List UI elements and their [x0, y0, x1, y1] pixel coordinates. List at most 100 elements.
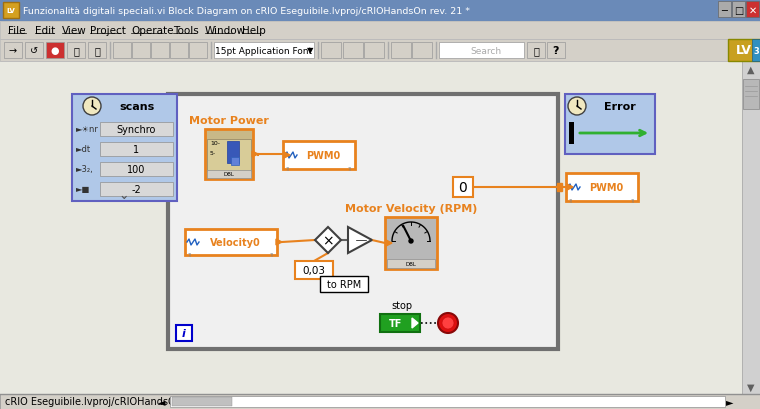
FancyBboxPatch shape: [100, 123, 173, 137]
FancyBboxPatch shape: [391, 43, 411, 59]
FancyBboxPatch shape: [207, 171, 251, 179]
Text: cRIO Eseguibile.lvproj/cRIOHandsOn: cRIO Eseguibile.lvproj/cRIOHandsOn: [5, 396, 182, 406]
Polygon shape: [412, 318, 418, 328]
FancyBboxPatch shape: [176, 325, 192, 341]
Text: 5-: 5-: [210, 151, 216, 156]
Text: Project: Project: [90, 26, 125, 36]
FancyBboxPatch shape: [569, 123, 574, 145]
FancyBboxPatch shape: [0, 394, 760, 409]
Text: i: i: [182, 328, 186, 338]
Text: Edit: Edit: [35, 26, 55, 36]
Circle shape: [442, 317, 454, 329]
Text: PWM0: PWM0: [306, 151, 340, 161]
FancyBboxPatch shape: [0, 40, 760, 62]
FancyBboxPatch shape: [742, 62, 760, 394]
Text: ↺: ↺: [30, 46, 38, 56]
Polygon shape: [276, 239, 282, 245]
FancyBboxPatch shape: [732, 2, 745, 18]
FancyBboxPatch shape: [25, 43, 43, 59]
FancyBboxPatch shape: [172, 397, 232, 406]
Text: ►3₂,: ►3₂,: [76, 165, 93, 174]
FancyBboxPatch shape: [439, 43, 524, 59]
Polygon shape: [284, 153, 290, 159]
Text: Operate: Operate: [131, 26, 174, 36]
FancyBboxPatch shape: [100, 182, 173, 196]
FancyBboxPatch shape: [743, 80, 759, 110]
FancyBboxPatch shape: [718, 2, 731, 18]
FancyBboxPatch shape: [88, 43, 106, 59]
Circle shape: [409, 239, 413, 243]
Text: □: □: [734, 6, 743, 16]
Text: ?: ?: [553, 46, 559, 56]
FancyBboxPatch shape: [231, 157, 239, 166]
FancyBboxPatch shape: [557, 184, 562, 191]
FancyBboxPatch shape: [113, 43, 131, 59]
FancyBboxPatch shape: [565, 95, 655, 155]
FancyBboxPatch shape: [321, 43, 341, 59]
Text: ?!: ?!: [286, 166, 290, 172]
FancyBboxPatch shape: [205, 130, 253, 180]
FancyBboxPatch shape: [214, 43, 314, 59]
Text: TF: TF: [389, 318, 403, 328]
FancyBboxPatch shape: [132, 43, 150, 59]
FancyBboxPatch shape: [320, 276, 368, 292]
Text: ?!: ?!: [188, 252, 192, 257]
FancyBboxPatch shape: [527, 43, 545, 59]
Text: Error: Error: [604, 102, 636, 112]
FancyBboxPatch shape: [227, 142, 239, 164]
FancyBboxPatch shape: [746, 2, 759, 18]
Text: ✕: ✕: [749, 6, 756, 16]
Text: scans: scans: [119, 102, 154, 112]
Text: ►☀nr: ►☀nr: [76, 125, 99, 134]
Text: DBL: DBL: [223, 172, 234, 177]
Text: Velocity0: Velocity0: [210, 237, 261, 247]
Polygon shape: [252, 152, 258, 157]
FancyBboxPatch shape: [0, 0, 760, 22]
Polygon shape: [315, 227, 341, 254]
FancyBboxPatch shape: [295, 261, 333, 279]
Text: ◄: ◄: [158, 396, 166, 406]
Text: Tools: Tools: [173, 26, 198, 36]
FancyBboxPatch shape: [728, 40, 760, 62]
FancyBboxPatch shape: [752, 40, 760, 62]
Text: 0: 0: [458, 180, 467, 195]
Polygon shape: [348, 227, 372, 254]
Text: 3: 3: [753, 46, 759, 55]
FancyBboxPatch shape: [72, 95, 177, 202]
Text: 🔍: 🔍: [533, 46, 539, 56]
FancyBboxPatch shape: [100, 143, 173, 157]
Text: →: →: [9, 46, 17, 56]
Polygon shape: [386, 240, 392, 246]
Text: ▼: ▼: [747, 382, 755, 392]
Text: Synchro: Synchro: [117, 125, 157, 135]
FancyBboxPatch shape: [207, 139, 251, 172]
FancyBboxPatch shape: [151, 43, 169, 59]
FancyBboxPatch shape: [387, 259, 435, 268]
Text: ▼: ▼: [307, 46, 313, 55]
Text: ?!: ?!: [347, 166, 352, 172]
FancyBboxPatch shape: [4, 43, 22, 59]
Text: DBL: DBL: [406, 261, 416, 266]
Text: ⏸: ⏸: [73, 46, 79, 56]
Text: Motor Power: Motor Power: [189, 116, 269, 126]
FancyBboxPatch shape: [170, 43, 188, 59]
Text: ?!: ?!: [269, 252, 274, 257]
Text: ▲: ▲: [747, 65, 755, 75]
Text: LV: LV: [7, 8, 15, 14]
FancyBboxPatch shape: [46, 43, 64, 59]
Circle shape: [438, 313, 458, 333]
FancyBboxPatch shape: [0, 22, 760, 40]
Text: stop: stop: [391, 300, 413, 310]
Text: ►: ►: [727, 396, 733, 406]
Text: 0,03: 0,03: [302, 265, 325, 275]
Text: PWM0: PWM0: [589, 182, 623, 193]
Text: Motor Velocity (RPM): Motor Velocity (RPM): [345, 204, 477, 213]
Text: ►■: ►■: [76, 185, 90, 194]
Text: View: View: [62, 26, 87, 36]
Text: ?!: ?!: [569, 198, 574, 204]
FancyBboxPatch shape: [380, 314, 420, 332]
Text: ⌄: ⌄: [119, 189, 129, 202]
FancyBboxPatch shape: [170, 396, 725, 407]
Text: ─: ─: [721, 6, 727, 16]
Text: 100: 100: [128, 164, 146, 175]
